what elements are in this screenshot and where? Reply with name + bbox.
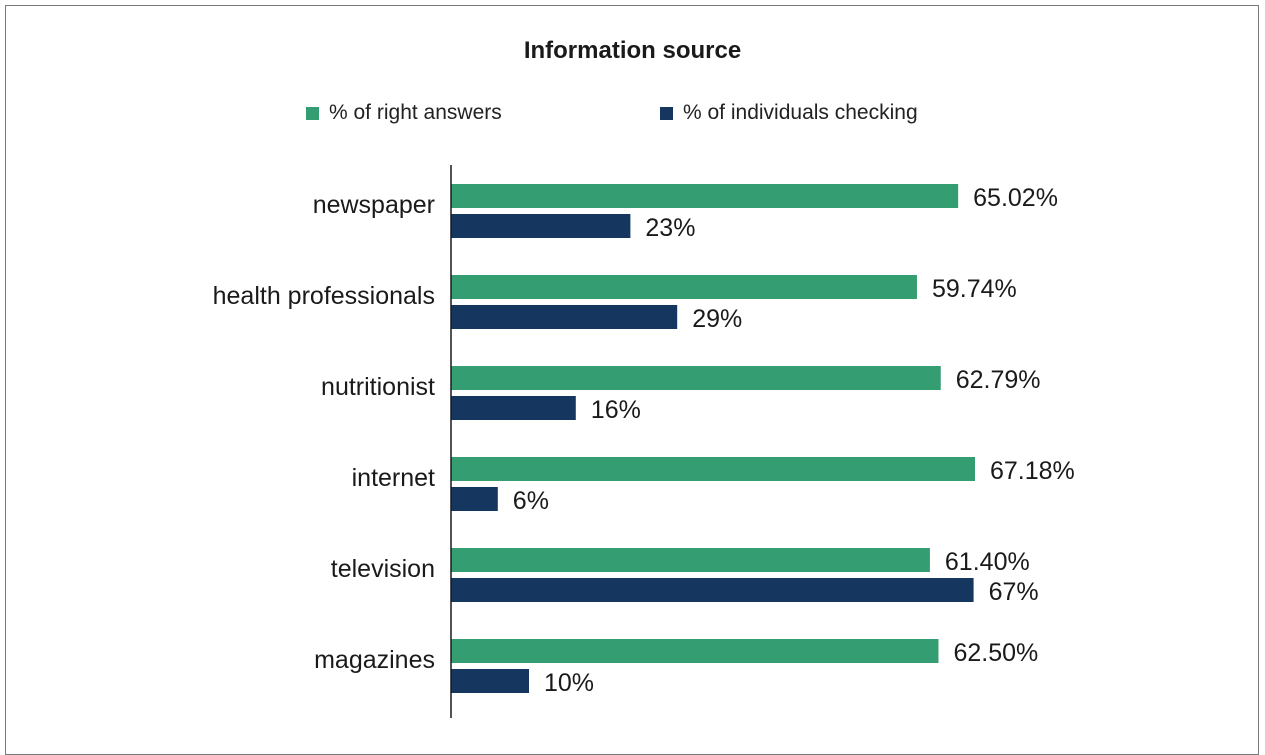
legend-item-individuals-checking: % of individuals checking — [660, 101, 918, 125]
legend-label-individuals-checking: % of individuals checking — [683, 101, 918, 124]
category-label-internet: internet — [352, 464, 435, 492]
bar-right-answers-newspaper — [451, 184, 959, 208]
bar-individuals-checking-health-professionals — [451, 305, 678, 329]
data-label-right-answers-internet: 67.18% — [990, 457, 1075, 485]
legend-label-right-answers: % of right answers — [329, 101, 502, 124]
bar-right-answers-television — [451, 548, 930, 572]
category-label-health-professionals: health professionals — [213, 282, 435, 310]
bar-right-answers-health-professionals — [451, 275, 917, 299]
data-label-individuals-checking-newspaper: 23% — [645, 214, 695, 242]
data-label-right-answers-television: 61.40% — [945, 548, 1030, 576]
legend-item-right-answers: % of right answers — [306, 101, 502, 125]
data-label-right-answers-magazines: 62.50% — [953, 639, 1038, 667]
bar-individuals-checking-magazines — [451, 669, 529, 693]
data-label-right-answers-nutritionist: 62.79% — [956, 366, 1041, 394]
bar-right-answers-internet — [451, 457, 975, 481]
bar-individuals-checking-nutritionist — [451, 396, 576, 420]
data-label-individuals-checking-health-professionals: 29% — [692, 305, 742, 333]
legend-swatch-right-answers — [306, 106, 319, 120]
bar-individuals-checking-television — [451, 578, 974, 602]
data-label-individuals-checking-nutritionist: 16% — [591, 396, 641, 424]
data-label-right-answers-newspaper: 65.02% — [973, 184, 1058, 212]
bar-individuals-checking-newspaper — [451, 214, 631, 238]
data-label-individuals-checking-television: 67% — [989, 578, 1039, 606]
category-label-nutritionist: nutritionist — [321, 373, 435, 401]
bar-right-answers-nutritionist — [451, 366, 941, 390]
category-label-television: television — [331, 555, 435, 583]
data-label-right-answers-health-professionals: 59.74% — [932, 275, 1017, 303]
data-label-individuals-checking-magazines: 10% — [544, 669, 594, 697]
category-label-magazines: magazines — [314, 646, 435, 674]
category-label-newspaper: newspaper — [313, 191, 435, 219]
legend-swatch-individuals-checking — [660, 106, 673, 120]
chart-title: Information source — [523, 37, 742, 64]
bar-right-answers-magazines — [451, 639, 939, 663]
bar-individuals-checking-internet — [451, 487, 498, 511]
data-label-individuals-checking-internet: 6% — [513, 487, 549, 515]
